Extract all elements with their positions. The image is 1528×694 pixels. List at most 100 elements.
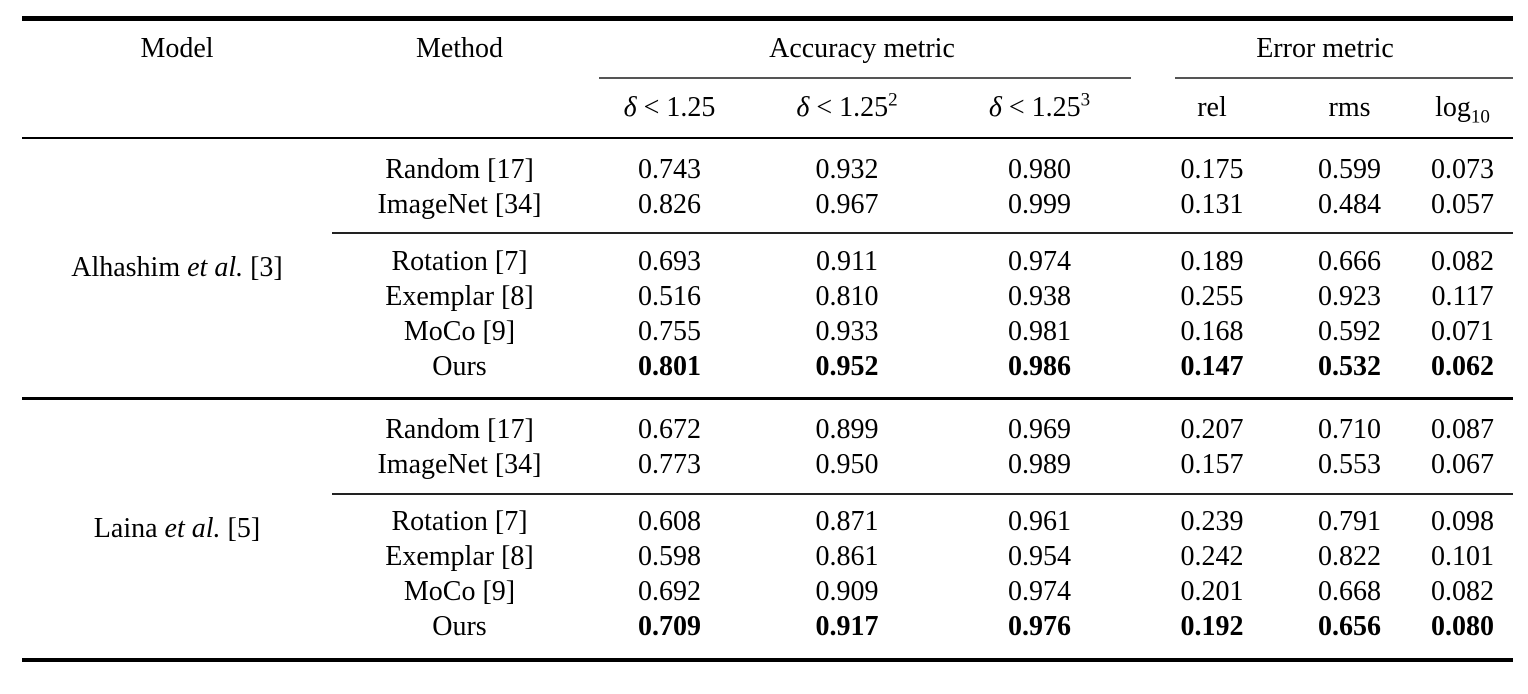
value-cell: 0.974 [1008,245,1071,277]
value-cell: 0.989 [1008,449,1071,481]
table-row: Random [17] 0.743 0.932 0.980 0.175 0.59… [22,152,1513,187]
table-row-ours: Ours 0.801 0.952 0.986 0.147 0.532 0.062 [22,349,1513,384]
method-cell: Exemplar [8] [385,280,534,312]
value-cell: 0.923 [1318,280,1381,312]
value-cell: 0.950 [815,449,879,481]
value-cell: 0.553 [1318,449,1381,481]
method-cell: Ours [432,611,487,643]
value-cell: 0.189 [1180,245,1244,277]
value-cell: 0.974 [1008,576,1071,608]
value-cell: 0.822 [1318,541,1381,573]
value-cell: 0.516 [638,280,701,312]
table-row: MoCo [9] 0.692 0.909 0.974 0.201 0.668 0… [22,575,1513,610]
model-label-alhashim: Alhashim et al. [3] [71,252,283,284]
value-cell: 0.062 [1431,350,1494,382]
value-cell: 0.810 [815,280,879,312]
value-cell: 0.207 [1180,414,1244,446]
col-header-delta-2: δ < 1.252 [796,89,898,123]
value-cell: 0.242 [1180,541,1244,573]
value-cell: 0.131 [1180,188,1244,220]
table-row: Rotation [7] 0.693 0.911 0.974 0.189 0.6… [22,244,1513,279]
col-header-rel: rel [1197,92,1227,123]
value-cell: 0.773 [638,449,701,481]
value-cell: 0.917 [815,611,879,643]
value-cell: 0.598 [638,541,701,573]
value-cell: 0.986 [1008,350,1071,382]
block-partial-rule-row [22,222,1513,244]
value-cell: 0.147 [1180,350,1244,382]
value-cell: 0.755 [638,315,701,347]
value-cell: 0.999 [1008,188,1071,220]
value-cell: 0.484 [1318,188,1381,220]
col-header-rms: rms [1328,92,1371,123]
value-cell: 0.057 [1431,188,1494,220]
block-alhashim: Alhashim et al. [3] Random [17] 0.743 0.… [22,139,1513,397]
value-cell: 0.932 [815,153,879,185]
value-cell: 0.175 [1180,153,1244,185]
value-cell: 0.067 [1431,449,1494,481]
value-cell: 0.976 [1008,611,1071,643]
col-group-error-metric: Error metric [1256,32,1394,64]
error-group-rule [1175,76,1513,80]
table-row: MoCo [9] 0.755 0.933 0.981 0.168 0.592 0… [22,314,1513,349]
value-cell: 0.592 [1318,315,1381,347]
value-cell: 0.255 [1180,280,1244,312]
col-header-model: Model [140,32,214,64]
method-cell: MoCo [9] [403,576,516,608]
value-cell: 0.801 [638,350,701,382]
value-cell: 0.791 [1318,506,1381,538]
value-cell: 0.981 [1008,315,1071,347]
table-row: ImageNet [34] 0.826 0.967 0.999 0.131 0.… [22,187,1513,222]
value-cell: 0.080 [1431,611,1494,643]
header-row-groups: Model Method Accuracy metric Error metri… [22,21,1513,77]
value-cell: 0.980 [1008,153,1071,185]
value-cell: 0.826 [638,188,701,220]
bottom-rule [22,657,1513,663]
top-rule [22,16,1513,21]
value-cell: 0.938 [1008,280,1071,312]
value-cell: 0.168 [1180,315,1244,347]
value-cell: 0.692 [638,576,701,608]
value-cell: 0.117 [1431,280,1494,312]
value-cell: 0.201 [1180,576,1244,608]
value-cell: 0.871 [815,506,879,538]
value-cell: 0.693 [638,245,701,277]
method-cell: Exemplar [8] [385,541,534,573]
method-cell: Random [17] [385,153,534,185]
model-label-laina: Laina et al. [5] [93,512,261,544]
value-cell: 0.709 [638,611,701,643]
col-header-delta-1: δ < 1.25 [623,92,716,123]
value-cell: 0.599 [1318,153,1381,185]
value-cell: 0.101 [1431,541,1494,573]
value-cell: 0.532 [1318,350,1381,382]
block-partial-rule [332,232,1513,235]
block-partial-rule-row [22,483,1513,505]
value-cell: 0.672 [638,414,701,446]
value-cell: 0.861 [815,541,879,573]
method-cell: Rotation [7] [391,506,528,538]
value-cell: 0.954 [1008,541,1071,573]
value-cell: 0.909 [815,576,879,608]
col-header-delta-3: δ < 1.253 [988,89,1091,123]
value-cell: 0.082 [1431,576,1494,608]
table-row: Exemplar [8] 0.516 0.810 0.938 0.255 0.9… [22,279,1513,314]
value-cell: 0.239 [1180,506,1244,538]
table-row: Exemplar [8] 0.598 0.861 0.954 0.242 0.8… [22,540,1513,575]
value-cell: 0.157 [1180,449,1244,481]
col-header-log10: log10 [1435,92,1490,128]
value-cell: 0.666 [1318,245,1381,277]
value-cell: 0.969 [1008,414,1071,446]
col-group-accuracy-metric: Accuracy metric [769,32,955,64]
value-cell: 0.899 [815,414,879,446]
value-cell: 0.098 [1431,506,1494,538]
table-row: Random [17] 0.672 0.899 0.969 0.207 0.71… [22,413,1513,448]
value-cell: 0.961 [1008,506,1071,538]
value-cell: 0.743 [638,153,701,185]
block-partial-rule [332,492,1513,495]
col-header-method: Method [415,32,504,64]
value-cell: 0.952 [815,350,879,382]
method-cell: Rotation [7] [391,245,528,277]
value-cell: 0.087 [1431,414,1494,446]
method-cell: Random [17] [385,414,534,446]
